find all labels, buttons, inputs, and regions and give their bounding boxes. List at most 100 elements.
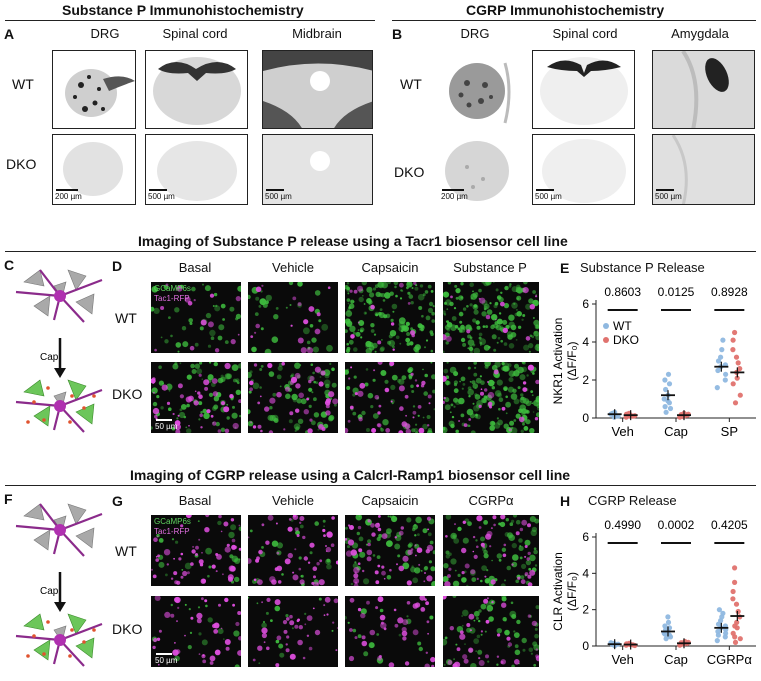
fluor-image-wt-capsaicin-cgrp — [345, 515, 435, 586]
ihc-image-drg-dko-sp — [52, 134, 136, 205]
fluor-image-wt-cgrpa — [443, 515, 539, 586]
chart-title-h: CGRP Release — [588, 493, 677, 508]
chart-e-ylabel2: (ΔF/F₀) — [565, 342, 579, 381]
panel-label-a: A — [4, 26, 15, 42]
ihc-image-midbrain-dko-sp — [262, 134, 373, 205]
col-header-basal-d: Basal — [178, 260, 212, 275]
chart-h-point-wt-1-0 — [663, 636, 669, 642]
chart-e-legend-marker-0 — [603, 323, 609, 329]
col-header-vehicle-g: Vehicle — [272, 493, 314, 508]
chart-e-point-wt-2-2 — [723, 371, 729, 377]
chart-h-ylabel2: (ΔF/F₀) — [565, 572, 579, 611]
row-label-wt-b: WT — [400, 76, 422, 92]
chart-e-pvalue-1: 0.0125 — [658, 285, 695, 299]
ihc-image-spinal-dko-sp — [145, 134, 248, 205]
scalebar-a-2 — [149, 189, 167, 191]
chart-e-xtick-label-0: Veh — [611, 424, 633, 439]
ihc-image-spinal-dko-cgrp — [532, 134, 635, 205]
fluor-image-dko-capsaicin — [345, 362, 435, 433]
row-label-dko-a: DKO — [6, 156, 37, 172]
panel-label-b: B — [392, 26, 403, 42]
section-sp-title: Imaging of Substance P release using a T… — [138, 233, 568, 249]
chart-e-point-wt-2-1 — [722, 377, 728, 383]
scalebar-label-a-2: 500 µm — [148, 192, 175, 201]
chart-e-legend-marker-1 — [603, 337, 609, 343]
chart-e-point-dko-2-6 — [735, 360, 741, 366]
fluor-image-dko-cgrpa — [443, 596, 539, 667]
row-label-dko-d: DKO — [112, 386, 143, 402]
chart-e-point-wt-2-0 — [714, 385, 720, 391]
col-header-capsaicin-g: Capsaicin — [361, 493, 419, 508]
arrow-label-cap-sp: Cap — [40, 352, 59, 363]
scalebar-b-3 — [656, 189, 674, 191]
chart-h-point-wt-2-9 — [720, 610, 726, 616]
chart-h-point-dko-2-10 — [732, 579, 738, 585]
chart-e-point-dko-2-2 — [730, 381, 736, 387]
chart-e-ytick-label-3: 6 — [582, 297, 589, 311]
scalebar-label-a-3: 500 µm — [265, 192, 292, 201]
chart-h-ylabel: CLR Activation — [551, 552, 565, 631]
col-header-spinal-b: Spinal cord — [552, 26, 618, 41]
fluor-image-dko-vehicle-cgrp — [248, 596, 338, 667]
ihc-image-amygdala-dko-cgrp — [652, 134, 755, 205]
chart-h-point-dko-2-8 — [730, 596, 736, 602]
scalebar-a-3 — [266, 189, 284, 191]
fluor-image-wt-basal — [151, 282, 241, 353]
chart-e-point-wt-2-9 — [720, 337, 726, 343]
ihc-image-drg-wt-cgrp — [438, 50, 522, 129]
fluor-image-wt-capsaicin — [345, 282, 435, 353]
chart-h-point-dko-2-9 — [730, 588, 736, 595]
chart-h-xtick-label-2: CGRPα — [707, 652, 753, 667]
section-b-rule — [392, 20, 756, 21]
fluor-image-wt-vehicle — [248, 282, 338, 353]
chart-e-ytick-label-0: 0 — [582, 411, 589, 425]
chart-h-ytick-label-1: 2 — [582, 603, 589, 617]
scalebar-label-g: 50 µm — [155, 656, 178, 665]
chart-e-pvalue-2: 0.8928 — [711, 285, 748, 299]
row-label-wt-g: WT — [115, 543, 137, 559]
chart-e-point-wt-2-6 — [715, 358, 722, 364]
col-header-vehicle-d: Vehicle — [272, 260, 314, 275]
col-header-drg-b: DRG — [460, 26, 490, 41]
channel-label-rfp-g: Tac1-RFP — [154, 527, 190, 536]
chart-h-point-dko-2-0 — [732, 639, 739, 645]
panel-label-e: E — [560, 260, 570, 276]
row-label-dko-g: DKO — [112, 621, 143, 637]
chart-h-pvalue-0: 0.4990 — [604, 518, 641, 532]
chart-substance-p-release: 0 2 4 6 NKR1 Activation (ΔF/F₀) Veh 0.8603 Cap 0.… — [551, 285, 756, 439]
chart-h-xtick-label-0: Veh — [611, 652, 633, 667]
chart-h-ytick-label-3: 6 — [582, 530, 589, 544]
chart-h-ytick-label-0: 0 — [582, 639, 589, 653]
chart-h-point-wt-1-7 — [662, 623, 668, 629]
chart-title-e: Substance P Release — [580, 260, 705, 275]
scalebar-d — [156, 419, 172, 421]
chart-e-point-wt-1-5 — [663, 386, 669, 393]
ihc-image-amygdala-wt-cgrp — [652, 50, 755, 129]
chart-h-pvalue-2: 0.4205 — [711, 518, 748, 532]
section-sp-rule — [5, 251, 756, 252]
row-label-wt-d: WT — [115, 310, 137, 326]
chart-e-ytick-label-1: 2 — [582, 373, 589, 387]
chart-h-point-dko-2-7 — [733, 601, 740, 607]
chart-e-pvalue-0: 0.8603 — [604, 285, 641, 299]
chart-cgrp-release: 0 2 4 6 CLR Activation (ΔF/F₀) Veh 0.4990 Cap 0.0… — [551, 518, 756, 667]
panel-label-h: H — [560, 493, 571, 509]
col-header-capsaicin-d: Capsaicin — [361, 260, 419, 275]
chart-h-point-dko-2-12 — [732, 623, 738, 629]
section-a-rule — [5, 20, 375, 21]
chart-e-point-wt-1-6 — [666, 381, 673, 387]
chart-h-point-wt-1-8 — [665, 619, 672, 625]
chart-h-point-dko-2-1 — [737, 636, 743, 642]
chart-e-legend-label-0: WT — [613, 319, 632, 333]
chart-e-point-dko-2-3 — [734, 375, 740, 381]
scalebar-label-b-2: 500 µm — [535, 192, 562, 201]
col-header-sp-d: Substance P — [453, 260, 527, 275]
scalebar-label-b-1: 200 µm — [441, 192, 468, 201]
chart-e-point-wt-1-7 — [662, 377, 668, 383]
schematic-cells-f: Cap — [14, 496, 106, 676]
col-header-drg-a: DRG — [90, 26, 120, 41]
chart-e-ylabel: NKR1 Activation — [551, 318, 565, 405]
scalebar-label-d: 50 µm — [155, 422, 178, 431]
chart-e-point-wt-2-3 — [715, 367, 721, 374]
chart-h-point-dko-2-6 — [735, 608, 741, 615]
